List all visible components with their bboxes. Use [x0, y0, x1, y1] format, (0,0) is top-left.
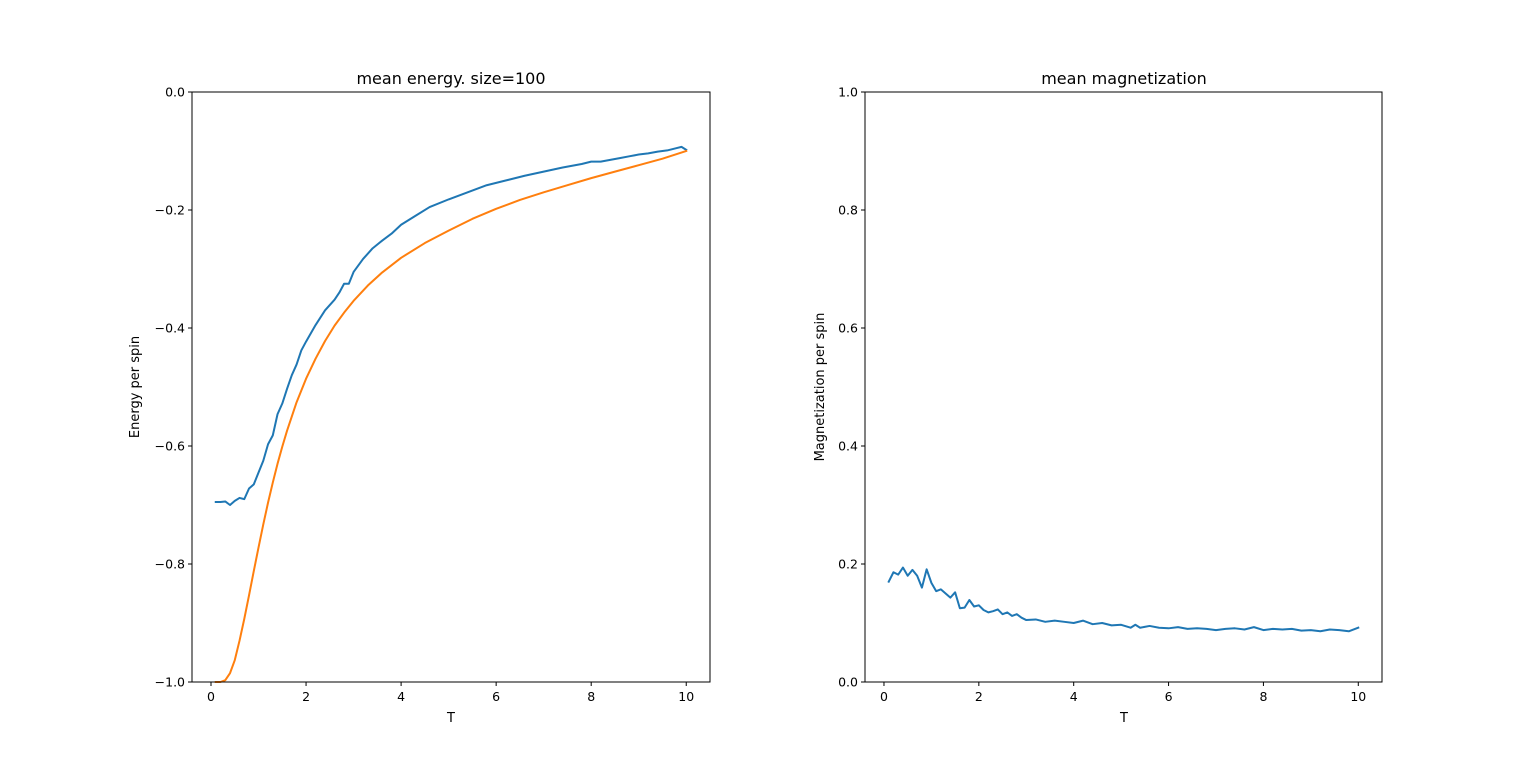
energy-y-tick-label--0-4: −0.4 — [155, 321, 185, 336]
energy-x-tick-label-10: 10 — [678, 689, 694, 704]
energy-plot: mean energy. size=100 −1.0 −0.8 −0.6 −0.4 −0… — [128, 69, 711, 726]
magnetization-y-tick-label-0-6: 0.6 — [838, 321, 858, 336]
magnetization-plot: mean magnetization 0.0 0.2 0.4 0.6 0.8 1.0 0 2… — [813, 69, 1383, 726]
magnetization-x-tick-label-4: 4 — [1070, 689, 1078, 704]
magnetization-x-tick-label-10: 10 — [1350, 689, 1366, 704]
magnetization-y-tick-label-0-4: 0.4 — [838, 439, 858, 454]
energy-series-line-simulated — [214, 145, 688, 506]
magnetization-y-tick-label-0-8: 0.8 — [838, 203, 858, 218]
magnetization-plot-frame — [864, 91, 1383, 683]
magnetization-x-axis-label: T — [1119, 711, 1128, 726]
energy-plot-title: mean energy. size=100 — [356, 69, 545, 88]
magnetization-y-ticks: 0.0 0.2 0.4 0.6 0.8 1.0 — [838, 85, 865, 690]
energy-x-tick-label-6: 6 — [492, 689, 500, 704]
magnetization-series-line-magnetization — [887, 566, 1360, 633]
magnetization-y-tick-label-0-2: 0.2 — [838, 557, 858, 572]
magnetization-x-tick-label-0: 0 — [880, 689, 888, 704]
magnetization-plot-title: mean magnetization — [1041, 69, 1207, 88]
energy-x-axis-label: T — [446, 711, 455, 726]
energy-x-tick-label-2: 2 — [302, 689, 310, 704]
magnetization-x-ticks: 0 2 4 6 8 10 — [880, 682, 1366, 704]
energy-y-ticks: −1.0 −0.8 −0.6 −0.4 −0.2 0.0 — [155, 85, 192, 690]
energy-y-tick-label--1: −1.0 — [155, 675, 185, 690]
energy-x-tick-label-8: 8 — [587, 689, 595, 704]
magnetization-x-tick-label-8: 8 — [1259, 689, 1267, 704]
magnetization-y-tick-label-0: 0.0 — [838, 675, 858, 690]
energy-series-line-analytic — [214, 149, 688, 683]
magnetization-y-tick-label-1: 1.0 — [838, 85, 858, 100]
energy-plot-frame — [191, 91, 711, 683]
energy-y-tick-label--0-8: −0.8 — [155, 557, 185, 572]
energy-x-tick-label-4: 4 — [397, 689, 405, 704]
energy-y-tick-label--0-2: −0.2 — [155, 203, 185, 218]
magnetization-y-axis-label: Magnetization per spin — [813, 313, 828, 462]
energy-series — [214, 145, 688, 683]
magnetization-x-tick-label-6: 6 — [1165, 689, 1173, 704]
magnetization-series — [887, 566, 1360, 633]
energy-y-tick-label-0: 0.0 — [165, 85, 185, 100]
energy-x-tick-label-0: 0 — [207, 689, 215, 704]
magnetization-x-tick-label-2: 2 — [975, 689, 983, 704]
energy-y-axis-label: Energy per spin — [128, 336, 143, 438]
energy-x-ticks: 0 2 4 6 8 10 — [207, 682, 694, 704]
energy-y-tick-label--0-6: −0.6 — [155, 439, 185, 454]
